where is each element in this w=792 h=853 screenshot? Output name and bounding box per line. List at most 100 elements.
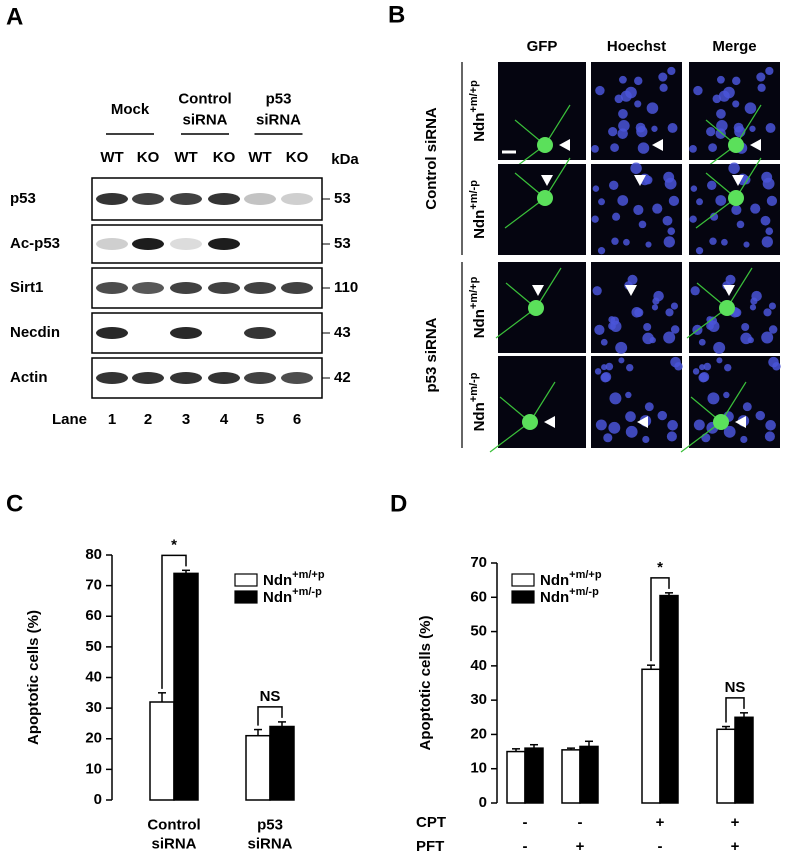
gfp-cell <box>728 137 744 153</box>
nucleus <box>603 433 613 443</box>
condition-value: + <box>656 814 665 831</box>
nucleus <box>659 83 668 92</box>
nucleus <box>657 410 667 421</box>
nucleus <box>652 203 663 214</box>
column-label: Hoechst <box>607 38 666 55</box>
blot-frame <box>91 224 323 264</box>
nucleus <box>761 331 774 344</box>
blot-band <box>96 327 128 339</box>
arrowhead <box>652 139 663 151</box>
nucleus <box>689 215 697 223</box>
blot-band <box>132 372 164 384</box>
group-label: p53 siRNA <box>423 317 440 392</box>
nucleus <box>597 247 606 255</box>
nucleus <box>709 237 717 245</box>
nucleus <box>667 227 676 235</box>
arrowhead <box>541 175 553 186</box>
nucleus <box>658 72 668 82</box>
column-label: Merge <box>712 38 756 55</box>
nucleus <box>703 362 712 371</box>
y-axis-title: Apoptotic cells (%) <box>25 610 42 745</box>
row-label: Ndn+m/-p <box>468 372 488 431</box>
blot-band <box>132 238 164 250</box>
nucleus <box>707 180 717 191</box>
nucleus <box>763 308 772 317</box>
lane-number: 2 <box>144 411 152 428</box>
nucleus <box>772 362 781 371</box>
nucleus <box>750 203 761 214</box>
nucleus <box>749 304 757 311</box>
nucleus <box>636 126 648 138</box>
nucleus <box>591 145 599 153</box>
nucleus <box>600 372 611 383</box>
nucleus <box>645 241 652 248</box>
y-tick-label: 30 <box>85 699 102 716</box>
blot-label: Ac-p53 <box>10 235 60 252</box>
nucleus <box>692 368 700 375</box>
significance-bracket <box>650 577 670 662</box>
nucleus <box>608 127 618 137</box>
nucleus <box>765 66 774 76</box>
blot-label: p53 <box>10 190 36 207</box>
y-tick-label: 60 <box>85 607 102 624</box>
condition-value: - <box>523 838 528 853</box>
blot-label: Actin <box>10 369 48 386</box>
legend-label: Ndn+m/-p <box>263 586 322 606</box>
y-tick-label: 50 <box>85 638 102 655</box>
nucleus <box>744 102 757 114</box>
group-label: Mock <box>111 101 150 118</box>
blot-band <box>244 327 276 339</box>
nucleus <box>699 364 706 371</box>
nucleus <box>706 127 716 137</box>
gfp-cell <box>719 300 735 316</box>
lane-number: 5 <box>256 411 264 428</box>
blot-band <box>96 372 128 384</box>
panel-label: B <box>388 1 405 28</box>
nucleus <box>693 85 703 96</box>
kda-value: 110 <box>334 279 358 296</box>
blot-band <box>170 282 202 294</box>
nucleus <box>723 391 730 399</box>
legend-swatch <box>234 573 258 587</box>
nucleus <box>717 75 725 84</box>
nucleus <box>674 362 683 371</box>
nucleus <box>707 392 720 405</box>
group-label: Control siRNA <box>423 107 440 210</box>
nucleus <box>618 357 625 364</box>
nucleus <box>693 419 705 431</box>
blot-band <box>281 282 313 294</box>
nucleus <box>608 421 621 434</box>
gfp-cell <box>728 190 744 206</box>
x-tick-label: p53 siRNA <box>247 816 292 852</box>
nucleus <box>634 76 643 86</box>
blot-band <box>132 193 164 205</box>
bar <box>659 594 679 804</box>
significance-bracket <box>725 697 745 723</box>
nucleus <box>627 274 638 285</box>
nucleus <box>716 357 723 364</box>
arrowhead <box>750 139 761 151</box>
nucleus <box>768 325 778 334</box>
nucleus <box>610 316 620 326</box>
blot-band <box>208 238 240 250</box>
gfp-cell <box>537 190 553 206</box>
nucleus <box>724 363 732 372</box>
blot-band <box>170 372 202 384</box>
y-tick-label: 70 <box>85 577 102 594</box>
nucleus <box>668 195 680 207</box>
bar <box>579 745 599 804</box>
y-axis-title: Apoptotic cells (%) <box>417 615 434 750</box>
nucleus <box>646 102 659 114</box>
nucleus <box>642 332 654 345</box>
blot-label: Sirt1 <box>10 279 43 296</box>
nucleus <box>637 142 650 154</box>
genotype-label: WT <box>174 149 197 166</box>
nucleus <box>764 431 775 442</box>
nucleus <box>757 83 766 92</box>
nucleus <box>609 180 619 191</box>
nucleus <box>715 195 727 206</box>
nucleus <box>600 338 608 346</box>
bar <box>506 750 526 804</box>
bar <box>524 747 544 804</box>
blot-frame <box>91 312 323 354</box>
